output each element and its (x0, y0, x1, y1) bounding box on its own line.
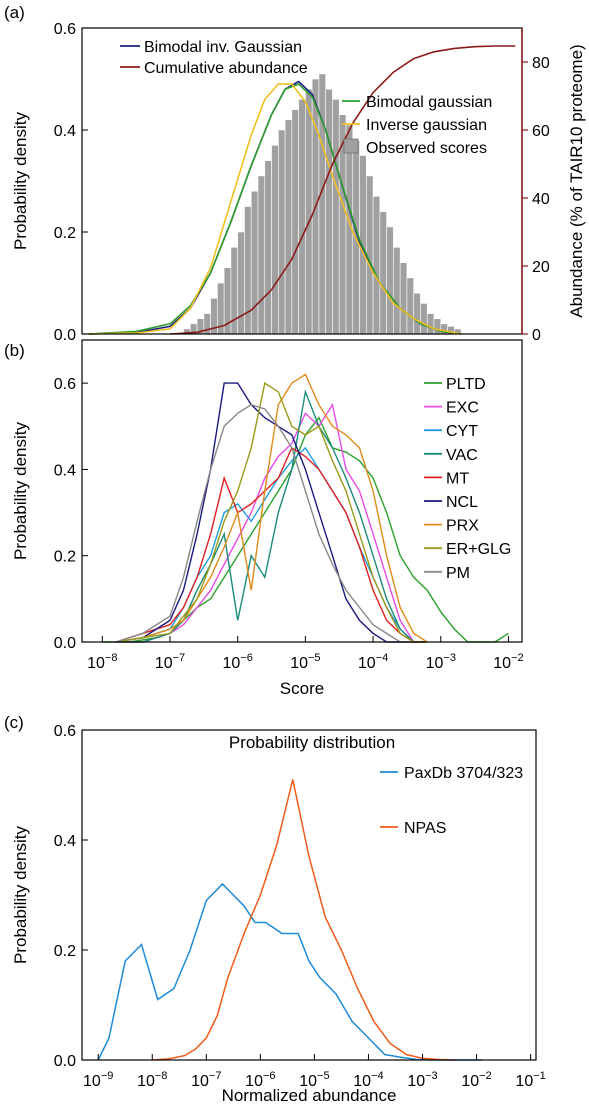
panel-c-label: (c) (4, 713, 24, 732)
series-line (88, 83, 462, 335)
series-line (115, 446, 428, 643)
series-line (115, 402, 428, 643)
histogram-bar (284, 119, 293, 335)
x-tick-label: 10−7 (155, 652, 185, 672)
histogram-bar (291, 109, 299, 335)
y-tick-label: 0.6 (54, 21, 76, 38)
legend-label: MT (446, 470, 469, 487)
legend-label: PRX (446, 518, 479, 535)
legend-label: Inverse gaussian (366, 117, 487, 134)
legend-label: EXC (446, 400, 479, 417)
y-tick-label: 0.6 (54, 723, 76, 740)
panel-a: 0.0 0.2 0.4 0.6 0 20 40 60 80 Probability density… (11, 21, 586, 344)
y-tick-label: 0.0 (54, 635, 76, 652)
y2-tick-label: 0 (532, 327, 541, 344)
histogram-bar (379, 211, 387, 335)
histogram-bar (325, 88, 333, 335)
histogram-bar (244, 206, 252, 335)
histogram-bar (393, 247, 401, 335)
y-tick-label: 0.6 (54, 376, 76, 393)
legend-swatch (343, 138, 359, 154)
y2-tick-label: 80 (532, 55, 550, 72)
x-tick-label: 10−9 (83, 1070, 113, 1090)
legend-label: PM (446, 565, 470, 582)
legend-label: PLTD (446, 376, 486, 393)
series-line (115, 389, 428, 643)
histogram-bar (413, 292, 421, 335)
histogram-bar (372, 196, 381, 335)
x-tick-label: 10−1 (515, 1070, 545, 1090)
y-axis-label: Probability density (11, 112, 30, 250)
y-tick-label: 0.2 (54, 943, 76, 960)
histogram-bar (426, 313, 435, 335)
y-tick-label: 0.4 (54, 833, 76, 850)
histogram-bar (298, 99, 306, 335)
x-tick-label: 10−7 (191, 1070, 221, 1090)
y-tick-label: 0.2 (54, 549, 76, 566)
legend-label: NPAS (404, 820, 446, 837)
y2-axis-label: Abundance (% of TAIR10 proteome) (567, 44, 586, 317)
legend-label: Cumulative abundance (144, 60, 308, 77)
panel-b-label: (b) (4, 341, 25, 360)
histogram-bar (278, 129, 286, 335)
y-tick-label: 0.2 (54, 225, 76, 242)
x-tick-label: 10−5 (290, 652, 320, 672)
y-axis-label: Probability density (11, 422, 30, 560)
histogram-bar (305, 88, 313, 335)
series-line (152, 779, 455, 1061)
plot-frame (81, 729, 537, 1061)
panel-c: 0.0 0.2 0.4 0.6 10−9 10−8 10−7 10−6 10−5 10−4 10−3… (11, 723, 546, 1105)
x-tick-label: 10−3 (407, 1070, 437, 1090)
x-tick-label: 10−5 (299, 1070, 329, 1090)
x-tick-label: 10−8 (87, 652, 117, 672)
x-tick-label: 10−4 (358, 652, 388, 672)
legend-label: NCL (446, 494, 478, 511)
legend-label: CYT (446, 423, 478, 440)
series-line (102, 416, 509, 643)
histogram-bar (332, 99, 340, 335)
series-line (115, 381, 428, 643)
y-tick-label: 0.4 (54, 123, 76, 140)
legend-label: VAC (446, 447, 478, 464)
legend-label: Bimodal gaussian (366, 94, 492, 111)
y-tick-label: 0.4 (54, 462, 76, 479)
y2-tick-label: 40 (532, 191, 550, 208)
plot-frame (81, 339, 523, 643)
histogram-bar (399, 262, 408, 335)
x-tick-label: 10−3 (426, 652, 456, 672)
histogram-bar (250, 190, 259, 335)
histogram-bar (257, 175, 266, 335)
legend-label: ER+GLG (446, 541, 511, 558)
y2-tick-label: 60 (532, 123, 550, 140)
y-tick-label: 0.0 (54, 1053, 76, 1070)
x-tick-label: 10−4 (353, 1070, 383, 1090)
series-line (97, 882, 482, 1061)
histogram-bar (386, 226, 394, 335)
histogram-bar (406, 277, 414, 335)
x-tick-label: 10−2 (461, 1070, 491, 1090)
y-axis-label: Probability density (11, 826, 30, 964)
x-axis-label: Score (280, 679, 324, 698)
series-line (115, 403, 414, 643)
legend-label: Bimodal inv. Gaussian (144, 39, 302, 56)
histogram-bar (264, 160, 272, 335)
x-axis-label: Normalized abundance (222, 1086, 397, 1105)
histogram-bar (420, 303, 428, 335)
panel-b: 0.0 0.2 0.4 0.6 10−8 10−7 10−6 10−5 10−4 10−3 10−2… (11, 339, 524, 698)
legend-label: Observed scores (366, 140, 487, 157)
series-line (115, 373, 428, 643)
legend-label: PaxDb 3704/323 (404, 765, 523, 782)
x-tick-label: 10−8 (137, 1070, 167, 1090)
x-tick-label: 10−6 (245, 1070, 275, 1090)
y-tick-label: 0.0 (54, 327, 76, 344)
x-tick-label: 10−6 (223, 652, 253, 672)
histogram-bar (271, 145, 279, 335)
panel-a-label: (a) (4, 3, 25, 22)
x-tick-label: 10−2 (493, 652, 523, 672)
chart-title: Probability distribution (229, 733, 395, 752)
histogram-bar (237, 231, 245, 335)
y2-tick-label: 20 (532, 259, 550, 276)
